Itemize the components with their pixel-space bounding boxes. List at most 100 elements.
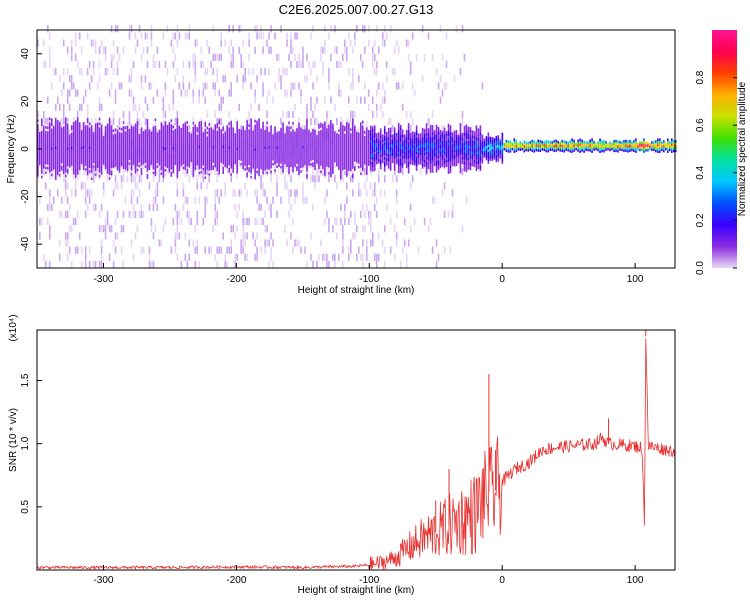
heatmap-cell (242, 159, 244, 162)
heatmap-cell (302, 131, 304, 135)
heatmap-cell (338, 167, 340, 170)
heatmap-cell (373, 132, 376, 136)
heatmap-cell (94, 151, 97, 155)
heatmap-cell (164, 130, 167, 134)
heatmap-cell (56, 155, 59, 159)
heatmap-cell (128, 152, 131, 156)
heatmap-cell (340, 136, 342, 139)
heatmap-cell (268, 157, 270, 161)
heatmap-cell (194, 129, 197, 132)
heatmap-cell (166, 162, 169, 166)
heatmap-cell (78, 124, 81, 128)
heatmap-cell (242, 161, 244, 165)
heatmap-cell (240, 53, 242, 61)
heatmap-cell (210, 165, 213, 168)
heatmap-cell (399, 136, 402, 140)
heatmap-cell (48, 148, 51, 152)
heatmap-cell (88, 129, 91, 133)
heatmap-cell (172, 153, 175, 157)
heatmap-cell (236, 161, 238, 165)
heatmap-cell (258, 165, 260, 169)
heatmap-cell (102, 135, 105, 139)
heatmap-cell (282, 139, 284, 142)
heatmap-cell (236, 156, 238, 160)
heatmap-cell (328, 32, 330, 40)
heatmap-cell (232, 132, 234, 135)
heatmap-cell (350, 246, 352, 254)
heatmap-cell (162, 175, 165, 178)
heatmap-cell (288, 173, 290, 177)
heatmap-cell (186, 149, 189, 153)
heatmap-cell (292, 136, 294, 139)
heatmap-cell (328, 145, 330, 149)
heatmap-cell (130, 134, 133, 138)
heatmap-cell (150, 155, 153, 158)
heatmap-cell (204, 133, 207, 137)
heatmap-cell (64, 167, 67, 171)
heatmap-cell (300, 155, 302, 159)
heatmap-cell (306, 149, 308, 153)
heatmap-cell (256, 156, 258, 159)
heatmap-cell (280, 127, 282, 131)
heatmap-cell (381, 239, 384, 247)
heatmap-cell (80, 158, 83, 162)
heatmap-cell (314, 146, 316, 149)
heatmap-cell (172, 123, 175, 126)
heatmap-cell (352, 154, 354, 157)
heatmap-cell (248, 164, 250, 168)
heatmap-cell (258, 203, 260, 211)
heatmap-cell (403, 139, 406, 143)
heatmap-cell (280, 25, 282, 33)
heatmap-cell (369, 137, 372, 141)
heatmap-cell (308, 165, 310, 169)
heatmap-cell (130, 160, 133, 164)
heatmap-cell (258, 103, 260, 111)
heatmap-cell (140, 148, 143, 152)
heatmap-cell (248, 32, 250, 40)
heatmap-cell (124, 150, 127, 153)
heatmap-cell (340, 145, 342, 149)
heatmap-cell (348, 96, 350, 104)
heatmap-cell (332, 154, 334, 158)
heatmap-cell (359, 253, 362, 261)
heatmap-cell (92, 162, 95, 166)
heatmap-cell (204, 128, 207, 132)
heatmap-cell (369, 144, 372, 148)
heatmap-cell (272, 148, 274, 152)
heatmap-cell (112, 160, 115, 164)
heatmap-cell (218, 159, 221, 163)
heatmap-cell (118, 160, 121, 164)
heatmap-cell (288, 140, 290, 144)
heatmap-cell (70, 165, 73, 169)
heatmap-cell (58, 166, 61, 170)
heatmap-cell (280, 163, 282, 167)
heatmap-cell (304, 153, 306, 156)
heatmap-cell (258, 146, 260, 150)
heatmap-cell (391, 150, 394, 154)
heatmap-cell (198, 135, 201, 139)
heatmap-cell (64, 150, 67, 154)
heatmap-cell (210, 136, 213, 140)
heatmap-cell (306, 196, 308, 204)
heatmap-cell (328, 169, 330, 173)
heatmap-cell (234, 132, 236, 136)
heatmap-cell (38, 232, 41, 240)
heatmap-cell (228, 146, 230, 149)
heatmap-cell (282, 136, 284, 140)
heatmap-cell (180, 260, 183, 268)
heatmap-cell (286, 126, 288, 129)
heatmap-cell (150, 162, 153, 165)
heatmap-cell (140, 160, 143, 164)
heatmap-cell (98, 177, 101, 180)
heatmap-cell (196, 162, 199, 166)
heatmap-cell (240, 60, 242, 69)
heatmap-cell (120, 246, 123, 254)
heatmap-cell (361, 253, 364, 261)
heatmap-cell (98, 124, 101, 128)
heatmap-cell (357, 144, 360, 147)
heatmap-cell (164, 137, 167, 141)
heatmap-cell (222, 135, 225, 139)
heatmap-cell (284, 156, 286, 160)
heatmap-cell (250, 159, 252, 162)
heatmap-cell (286, 169, 288, 172)
